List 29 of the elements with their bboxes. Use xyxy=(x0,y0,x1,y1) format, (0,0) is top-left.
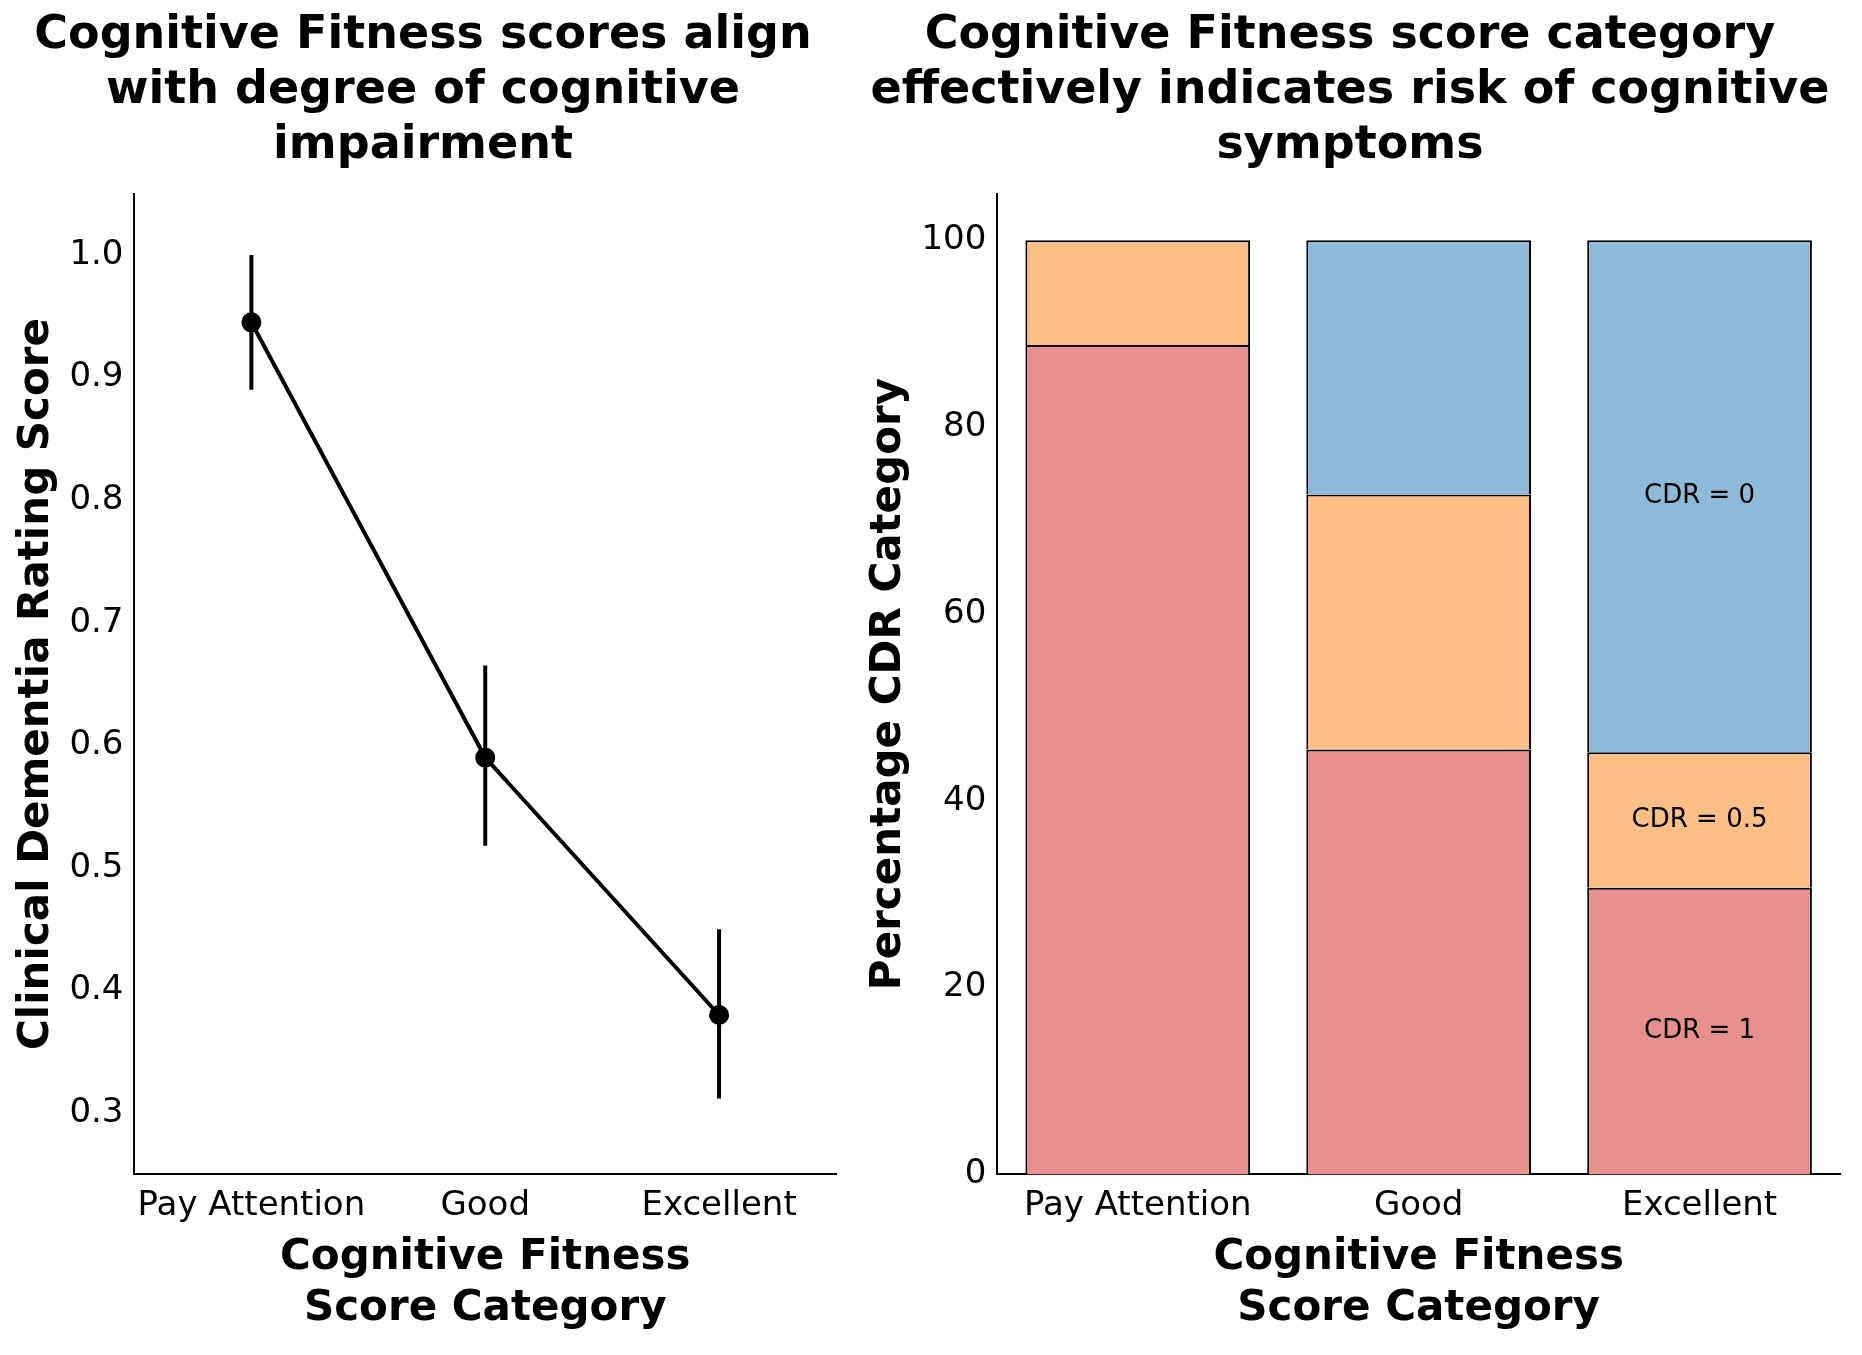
x-tick-label: Pay Attention xyxy=(137,1182,366,1223)
x-axis-title: Cognitive Fitness Score Category xyxy=(279,1230,691,1330)
y-tick-label: 80 xyxy=(943,403,987,444)
y-tick-label: 0.3 xyxy=(69,1089,124,1130)
x-tick-label: Excellent xyxy=(1621,1182,1778,1223)
series-label: CDR = 0.5 xyxy=(1631,802,1768,833)
x-tick-label: Good xyxy=(1373,1182,1464,1223)
x-tick-label: Good xyxy=(440,1182,531,1223)
y-tick-label: 100 xyxy=(921,217,987,258)
series-label: CDR = 1 xyxy=(1643,1013,1756,1044)
x-axis-title: Cognitive Fitness Score Category xyxy=(1213,1230,1624,1330)
chart-title: Cognitive Fitness score category effectively indicates risk of cognitive symptoms xyxy=(870,4,1830,169)
y-tick-label: 20 xyxy=(943,964,987,1005)
y-tick-label: 0.7 xyxy=(69,599,124,640)
series-label: CDR = 0 xyxy=(1643,479,1756,509)
y-axis-title: Percentage CDR Category xyxy=(861,377,911,991)
y-tick-label: 0.5 xyxy=(69,844,124,885)
y-tick-label: 40 xyxy=(943,777,987,818)
y-tick-label: 0.8 xyxy=(69,476,124,517)
y-axis-title: Clinical Dementia Rating Score xyxy=(9,317,59,1051)
chart-title: Cognitive Fitness scores align with degree of cognitive impairment xyxy=(34,4,812,169)
y-tick-label: 0.4 xyxy=(69,967,124,1008)
y-tick-label: 0 xyxy=(964,1151,987,1192)
x-tick-label: Pay Attention xyxy=(1023,1182,1252,1223)
y-tick-label: 1.0 xyxy=(69,231,124,272)
x-tick-label: Excellent xyxy=(641,1182,797,1223)
y-tick-label: 60 xyxy=(943,590,987,631)
y-tick-label: 0.6 xyxy=(69,722,124,763)
y-tick-label: 0.9 xyxy=(69,354,124,395)
